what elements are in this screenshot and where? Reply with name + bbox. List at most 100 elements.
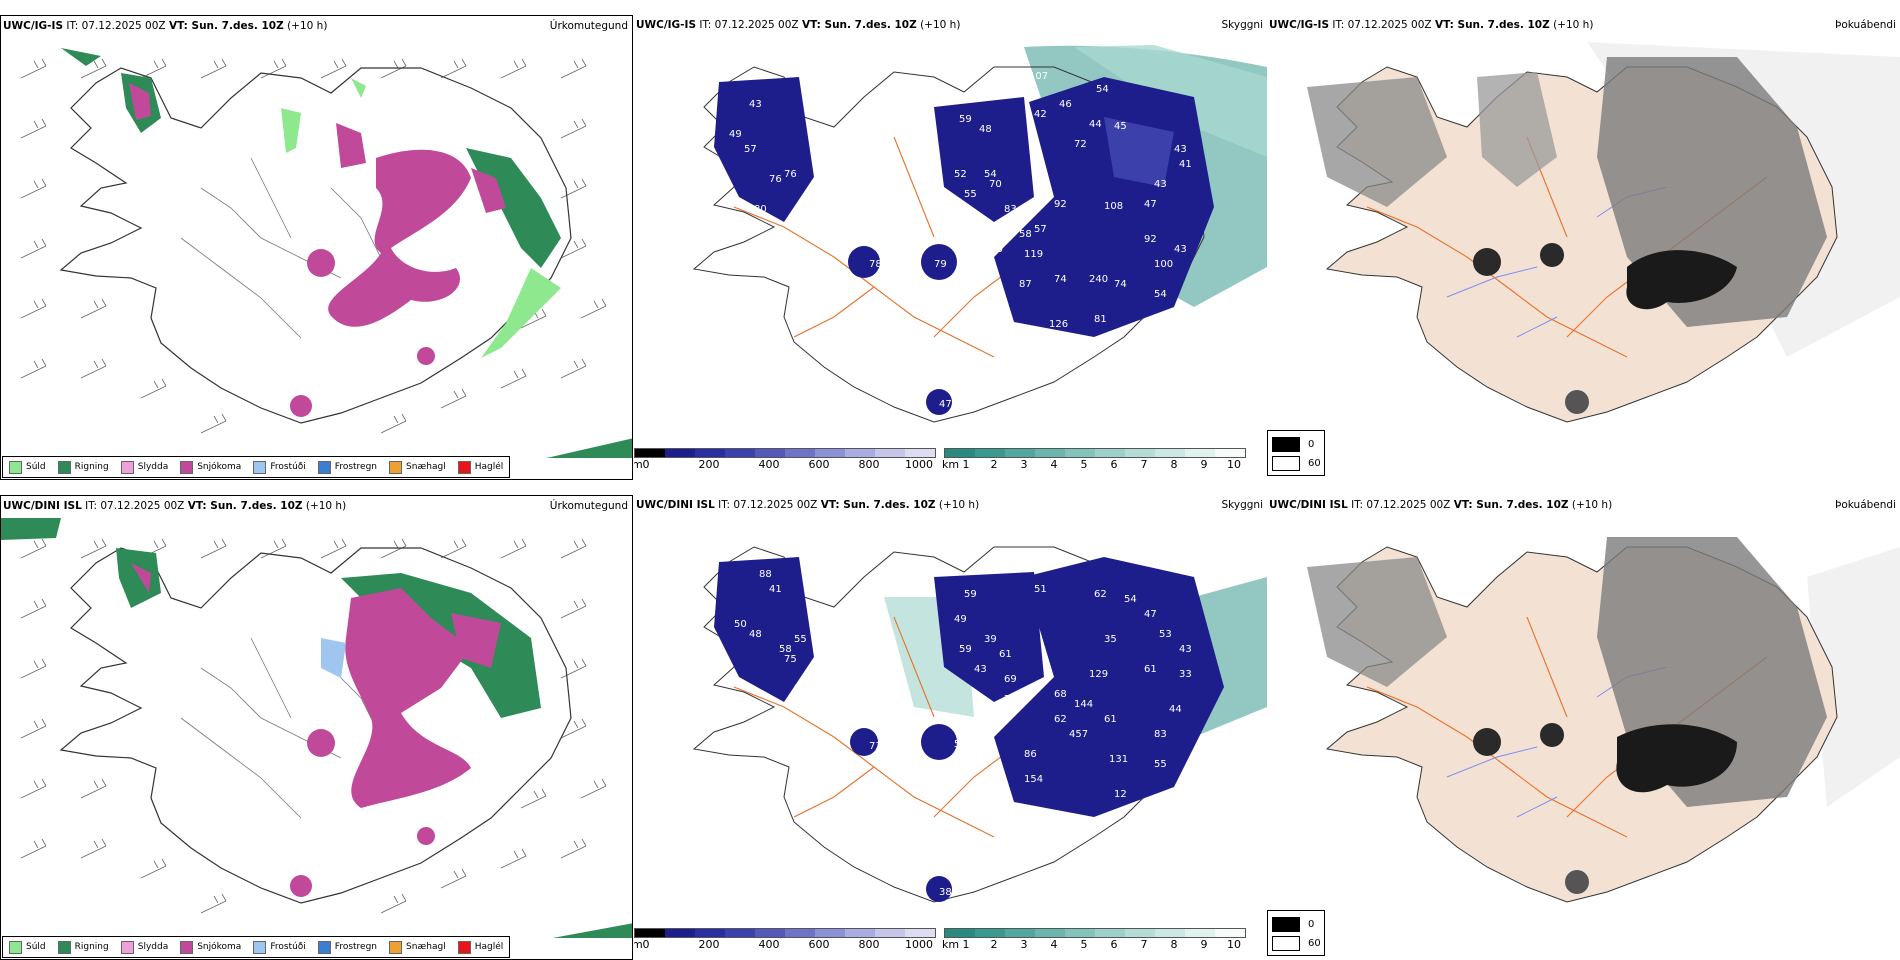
ceiling-label: 57 [954,739,967,750]
legend-item: Haglél [457,460,504,474]
legend-label: Frostregn [334,462,378,472]
ceiling-label: 129 [1089,669,1108,680]
legend-label: Slydda [137,462,169,472]
ceiling-label: 57 [1034,224,1047,235]
legend-swatch [457,460,471,474]
visibility-colorbar: km 1 2 3 4 5 6 7 8 9 10 [942,448,1246,476]
ceiling-label: 62 [1094,589,1107,600]
legend-item: Slydda [120,460,169,474]
legend-item: Frostregn [317,940,378,954]
visibility-tick: 7 [1140,458,1148,471]
ceiling-label: 51 [1034,584,1047,595]
ceiling-label: 59 [959,644,972,655]
ceiling-label: 48 [749,629,762,640]
ceiling-label: 126 [1049,319,1068,330]
ceiling-label: 92 [1144,234,1157,245]
ceiling-label: 62 [1054,714,1067,725]
ceiling-label: 144 [1074,699,1093,710]
fog-key-black: 0 [1308,919,1315,930]
fog-map [1307,537,1900,917]
ceiling-label: 87 [1019,279,1032,290]
ceiling-tick: 200 [698,938,720,951]
ceiling-label: 78 [869,259,882,270]
ceiling-label: 61 [1104,714,1117,725]
ceiling-label: 54 [1124,594,1137,605]
visibility-tick: 3 [1020,938,1028,951]
ceiling-label: 79 [934,259,947,270]
legend-swatch [317,940,331,954]
ceiling-label: 49 [729,129,742,140]
ceiling-tick: 400 [758,938,780,951]
ceiling-label: 55 [1154,759,1167,770]
legend-item: Haglél [457,940,504,954]
legend-label: Slydda [137,942,169,952]
ceiling-label: 86 [1024,749,1037,760]
visibility-tick: 9 [1200,458,1208,471]
legend-item: Frostúði [253,460,306,474]
ceiling-label: 47 [939,399,952,410]
fog-key: 0 60 [1267,430,1325,476]
legend-label: Rigning [74,942,109,952]
ceiling-label: 72 [1074,139,1087,150]
ceiling-label: 100 [1154,259,1173,270]
ceiling-label: 81 [1094,314,1107,325]
ceiling-label: 41 [1179,159,1192,170]
legend-label: Frostregn [334,942,378,952]
visibility-unit: km [942,458,960,471]
ceiling-label: 240 [1089,274,1108,285]
panel-title: UWC/DINI ISL IT: 07.12.2025 00Z VT: Sun.… [636,499,980,511]
fog-indicator-panel-ig: UWC/IG-IS IT: 07.12.2025 00Z VT: Sun. 7.… [1267,15,1900,480]
legend-item: Rigning [57,460,109,474]
ceiling-label: 83 [1004,204,1017,215]
ceiling-label: 69 [1004,674,1017,685]
legend-swatch [180,940,194,954]
ceiling-label: 54 [1096,84,1109,95]
ceiling-label: 12 [1114,789,1127,800]
visibility-tick: 8 [1170,458,1178,471]
panel-title: UWC/DINI ISL IT: 07.12.2025 00Z VT: Sun.… [1269,499,1613,511]
visibility-tick: 5 [1080,458,1088,471]
ceiling-label: 108 [1104,201,1123,212]
visibility-tick: 7 [1140,938,1148,951]
ceiling-label: 42 [1034,109,1047,120]
legend-label: Frostúði [270,942,306,952]
legend-item: Súld [9,460,46,474]
legend-swatch [180,460,194,474]
ceiling-label: 38 [939,887,952,898]
ceiling-tick: 800 [858,938,880,951]
ceiling-tick: 800 [858,458,880,471]
ceiling-label: 43 [1154,179,1167,190]
ceiling-label: 92 [1054,199,1067,210]
ceiling-label: 70 [794,684,807,695]
legend-label: Snæhagl [406,462,446,472]
visibility-unit: km [942,938,960,951]
visibility-tick: 3 [1020,458,1028,471]
ceiling-labels: 5949593943616974192578615462681291444576… [734,569,1192,898]
ceiling-label: 74 [1114,279,1127,290]
ceiling-colorbar: m 0 200 400 600 800 1000 [634,448,936,476]
legend-label: Haglél [474,942,504,952]
legend-item: Snjókoma [180,460,241,474]
ceiling-label: 41 [1074,344,1087,355]
ceiling-unit: m [634,938,643,951]
ceiling-label: 43 [974,664,987,675]
panel-title: UWC/IG-IS IT: 07.12.2025 00Z VT: Sun. 7.… [1269,19,1594,31]
ceiling-tick: 600 [808,458,830,471]
ceiling-label: 192 [979,719,998,730]
ceiling-colorbar: m 0 200 400 600 800 1000 [634,928,936,956]
panel-variable: Skyggni [1221,19,1264,31]
fog-key-white: 60 [1308,458,1321,469]
visibility-tick: 2 [990,938,998,951]
ceiling-label: 36 [1079,829,1092,840]
precip-type-panel-dini: UWC/DINI ISL IT: 07.12.2025 00Z VT: Sun.… [0,495,633,960]
legend-item: Rigning [57,940,109,954]
ceiling-label: 43 [1179,644,1192,655]
legend-swatch [253,460,267,474]
ceiling-tick: 600 [808,938,830,951]
legend-label: Haglél [474,462,504,472]
precip-map [20,48,632,458]
ceiling-labels: 107 46 54 44 45 42 72 59 48 52 54 55 70 83 92 108 41 43 43… [729,71,1192,410]
visibility-tick: 10 [1227,458,1241,471]
ceiling-label: 75 [784,654,797,665]
visibility-tick: 1 [962,938,970,951]
